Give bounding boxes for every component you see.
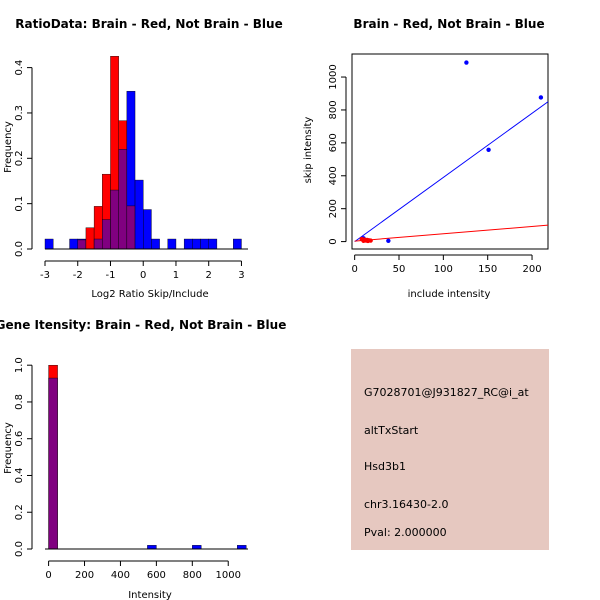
ratio-bar: [200, 238, 209, 250]
info-panel-background: [351, 349, 549, 550]
scatter-x-tick-label: 150: [478, 264, 497, 275]
ratio-bar: [134, 179, 144, 250]
info-probe-id: G7028701@J931827_RC@i_at: [364, 386, 529, 399]
ratio-x-tick-label: 1: [173, 270, 179, 281]
intensity-chart-title: Gene Itensity: Brain - Red, Not Brain - …: [0, 318, 286, 332]
intensity-y-tick-label: 0.4: [14, 468, 25, 484]
intensity-bar: [147, 545, 157, 550]
scatter-x-axis-label: include intensity: [408, 289, 491, 300]
ratio-overlap-bar: [102, 219, 111, 250]
ratio-bar: [85, 227, 95, 250]
scatter-point-not-brain: [464, 60, 469, 65]
intensity-y-tick-label: 1.0: [14, 357, 25, 373]
ratio-y-tick-label: 0.1: [14, 196, 25, 212]
ratio-x-tick-label: 2: [206, 270, 212, 281]
ratio-bar: [233, 238, 242, 250]
ratio-x-tick-label: -3: [40, 270, 50, 281]
ratio-bar: [44, 238, 54, 250]
ratio-bar: [183, 238, 193, 250]
ratio-chart-title: RatioData: Brain - Red, Not Brain - Blue: [15, 17, 282, 31]
intensity-histogram-panel: Gene Itensity: Brain - Red, Not Brain - …: [0, 318, 286, 600]
scatter-panel: Brain - Red, Not Brain - Blue include in…: [303, 17, 549, 300]
ratio-bar: [208, 238, 218, 250]
scatter-fit-line-not-brain: [354, 101, 549, 243]
intensity-y-tick-label: 0.2: [14, 504, 25, 520]
ratio-overlap-bar: [93, 238, 103, 250]
ratio-overlap-bar: [110, 189, 119, 250]
intensity-x-tick-label: 800: [183, 570, 202, 581]
intensity-x-tick-label: 200: [75, 570, 94, 581]
scatter-x-tick-label: 100: [434, 264, 453, 275]
info-gene-name: Hsd3b1: [364, 460, 406, 473]
scatter-fit-lines: [354, 101, 549, 243]
intensity-x-tick-label: 1000: [216, 570, 241, 581]
ratio-x-tick-label: -2: [73, 270, 83, 281]
ratio-x-tick-label: -1: [105, 270, 115, 281]
intensity-y-tick-label: 0.6: [14, 431, 25, 447]
intensity-x-tick-label: 0: [45, 570, 51, 581]
intensity-y-tick-label: 0.0: [14, 541, 25, 557]
ratio-overlap-bar: [77, 239, 87, 250]
ratio-y-tick-label: 0.4: [14, 60, 25, 76]
info-event-type: altTxStart: [364, 424, 419, 437]
scatter-y-tick-label: 400: [328, 166, 339, 185]
scatter-point-not-brain: [538, 95, 544, 100]
scatter-x-tick-label: 200: [522, 264, 541, 275]
ratio-y-tick-label: 0.0: [14, 241, 25, 257]
ratio-y-tick-label: 0.2: [14, 150, 25, 166]
scatter-point-brain: [368, 238, 373, 243]
ratio-bar: [143, 209, 152, 250]
intensity-y-axis-label: Frequency: [3, 422, 14, 474]
gene-info-panel: G7028701@J931827_RC@i_at altTxStart Hsd3…: [351, 349, 549, 550]
intensity-x-axis-label: Intensity: [128, 590, 172, 600]
ratio-histogram-panel: RatioData: Brain - Red, Not Brain - Blue…: [3, 17, 283, 300]
scatter-y-tick-label: 800: [328, 100, 339, 119]
scatter-y-tick-label: 600: [328, 133, 339, 152]
scatter-y-tick-label: 0: [328, 238, 339, 244]
scatter-plot-box: [351, 53, 549, 250]
info-pval: Pval: 2.000000: [364, 526, 447, 539]
intensity-bar: [237, 545, 247, 550]
ratio-overlap-bar: [118, 149, 128, 250]
ratio-y-tick-label: 0.3: [14, 105, 25, 121]
ratio-x-tick-label: 0: [140, 270, 146, 281]
intensity-overlap-bar: [48, 377, 58, 550]
scatter-y-tick-label: 200: [328, 199, 339, 218]
ratio-bar: [69, 238, 78, 250]
ratio-x-tick-label: 3: [238, 270, 244, 281]
ratio-bars: [44, 56, 248, 250]
info-location: chr3.16430-2.0: [364, 498, 449, 511]
scatter-x-tick-label: 50: [393, 264, 406, 275]
scatter-x-tick-label: 0: [351, 264, 357, 275]
scatter-fit-line-brain: [354, 224, 549, 242]
scatter-points: [359, 60, 544, 244]
ratio-x-axis-label: Log2 Ratio Skip/Include: [91, 289, 208, 300]
ratio-overlap-bar: [126, 205, 136, 250]
intensity-bar: [192, 545, 202, 550]
scatter-y-axis-label: skip intensity: [303, 117, 314, 184]
intensity-y-tick-label: 0.8: [14, 394, 25, 410]
intensity-bars: [45, 364, 248, 550]
scatter-point-not-brain: [486, 147, 491, 152]
intensity-axes: 0 200 400 600 800 1000 0.0 0.2 0.4 0.6 0.8 1.0: [14, 357, 241, 581]
scatter-axes: 0 50 100 150 200 0 200 400 600 800 1000: [328, 64, 542, 275]
ratio-bar: [167, 238, 177, 250]
intensity-x-tick-label: 600: [147, 570, 166, 581]
scatter-y-tick-label: 1000: [328, 64, 339, 89]
scatter-point-not-brain: [386, 238, 391, 243]
ratio-bar: [192, 238, 201, 250]
intensity-x-tick-label: 400: [111, 570, 130, 581]
scatter-chart-title: Brain - Red, Not Brain - Blue: [353, 17, 544, 31]
ratio-axes: -3 -2 -1 0 1 2 3 0.0 0.1 0.2 0.3 0.4: [14, 60, 245, 281]
ratio-bar: [151, 238, 160, 250]
ratio-y-axis-label: Frequency: [3, 121, 14, 173]
